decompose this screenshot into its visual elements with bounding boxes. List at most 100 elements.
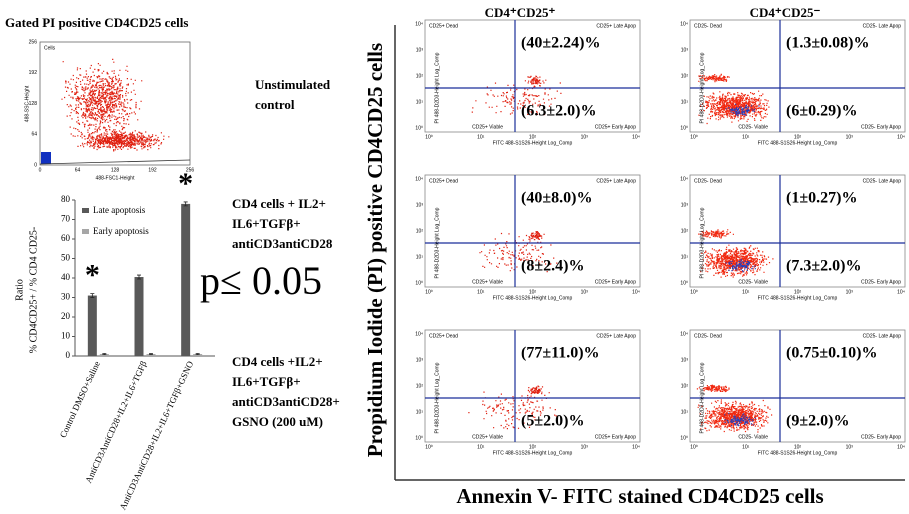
- gate-x-tick: 128: [111, 167, 120, 173]
- condition-label: GSNO (200 uM): [232, 414, 323, 429]
- flow-y-tick: 10³: [681, 47, 689, 53]
- flow-events: [528, 231, 545, 241]
- flow-y-tick: 10¹: [416, 254, 424, 260]
- flow-x-tick: 10³: [846, 134, 854, 140]
- significance-star: *: [85, 258, 100, 291]
- quadrant-label: CD25+ Early Apop: [595, 279, 636, 285]
- error-bar: [183, 201, 188, 207]
- flow-y-tick: 10⁰: [680, 280, 688, 286]
- y-tick-label: 40: [61, 272, 71, 282]
- error-bar: [90, 293, 95, 298]
- flow-y-tick: 10¹: [416, 409, 424, 415]
- gate-y-tick: 192: [29, 70, 38, 76]
- p-value: p≤ 0.05: [200, 258, 322, 303]
- column-header: CD4⁺CD25⁺: [485, 5, 556, 20]
- flow-events: [725, 258, 756, 273]
- flow-x-tick: 10⁴: [632, 289, 640, 295]
- flow-y-axis-label: PI 488-D2D3-Height Log_Comp: [434, 207, 440, 278]
- quadrant-label: CD25+ Dead: [429, 178, 458, 184]
- quadrant-label: CD25- Early Apop: [861, 124, 901, 130]
- flow-y-tick: 10²: [416, 383, 424, 389]
- flow-plot-frame: [424, 329, 641, 443]
- flow-events: [468, 385, 557, 430]
- flow-plot-frame: [424, 19, 641, 133]
- quadrant-label: CD25+ Early Apop: [595, 124, 636, 130]
- flow-x-tick: 10⁰: [425, 444, 433, 450]
- flow-y-tick: 10⁰: [415, 280, 423, 286]
- flow-x-axis-label: FITC 488-S1S26-Height Log_Comp: [493, 140, 573, 146]
- quadrant-label: CD25- Late Apop: [863, 23, 902, 29]
- condition-label: CD4 cells + IL2+: [232, 196, 326, 211]
- flow-y-tick: 10⁰: [415, 125, 423, 131]
- upper-percent: (1.3±0.08)%: [786, 35, 869, 52]
- flow-x-tick: 10⁴: [632, 444, 640, 450]
- flow-y-tick: 10³: [681, 357, 689, 363]
- condition-label: CD4 cells +IL2+: [232, 354, 323, 369]
- flow-x-tick: 10⁴: [897, 444, 905, 450]
- flow-x-tick: 10¹: [742, 444, 750, 450]
- flow-events: [698, 73, 730, 83]
- gate-line: [39, 159, 191, 165]
- gate-y-label: 488-SSC-Height: [24, 85, 30, 122]
- flow-y-tick: 10³: [681, 202, 689, 208]
- flow-y-tick: 10⁰: [680, 435, 688, 441]
- flow-y-tick: 10²: [416, 228, 424, 234]
- y-tick-label: 10: [61, 331, 71, 341]
- condition-label: control: [255, 97, 295, 112]
- error-bar: [102, 353, 107, 356]
- flow-x-axis-label: FITC 488-S1S26-Height Log_Comp: [758, 140, 838, 146]
- flow-x-tick: 10²: [794, 289, 802, 295]
- legend-label: Late apoptosis: [93, 205, 146, 215]
- flow-y-axis-label: PI 488-D2D3-Height Log_Comp: [699, 52, 705, 123]
- flow-y-tick: 10¹: [416, 99, 424, 105]
- gate-y-tick: 128: [29, 101, 38, 107]
- flow-y-tick: 10⁴: [680, 176, 688, 182]
- flow-plot-frame: [689, 19, 906, 133]
- lower-percent: (8±2.4)%: [521, 258, 584, 275]
- flow-events: [725, 103, 760, 117]
- quadrant-label: CD25+ Early Apop: [595, 434, 636, 440]
- flow-y-tick: 10³: [416, 47, 424, 53]
- flow-x-axis-label: FITC 488-S1S26-Height Log_Comp: [493, 450, 573, 456]
- flow-y-axis-label: PI 488-D2D3-Height Log_Comp: [699, 362, 705, 433]
- y-tick-label: 20: [61, 311, 71, 321]
- flow-x-tick: 10³: [581, 444, 589, 450]
- flow-y-tick: 10⁰: [680, 125, 688, 131]
- quadrant-label: CD25+ Late Apop: [596, 178, 636, 184]
- lower-percent: (6.3±2.0)%: [521, 103, 596, 120]
- upper-percent: (77±11.0)%: [521, 345, 600, 362]
- flow-x-tick: 10²: [794, 134, 802, 140]
- flow-x-tick: 10¹: [742, 289, 750, 295]
- x-tick-label: Control DMSO+Saline: [58, 359, 102, 439]
- flow-x-tick: 10⁴: [897, 134, 905, 140]
- flow-y-tick: 10²: [681, 228, 689, 234]
- flow-y-tick: 10¹: [681, 99, 689, 105]
- flow-x-tick: 10³: [846, 289, 854, 295]
- gate-y-tick: 64: [31, 132, 37, 138]
- quadrant-label: CD25+ Viable: [472, 124, 503, 130]
- upper-percent: (1±0.27)%: [786, 190, 857, 207]
- flow-y-tick: 10⁴: [415, 331, 423, 337]
- gate-y-tick: 256: [29, 39, 38, 45]
- flow-y-tick: 10²: [681, 383, 689, 389]
- lower-percent: (7.3±2.0)%: [786, 258, 861, 275]
- error-bar: [137, 274, 141, 280]
- lower-percent: (9±2.0)%: [786, 413, 849, 430]
- quadrant-label: CD25+ Late Apop: [596, 23, 636, 29]
- flow-x-axis-label: FITC 488-S1S26-Height Log_Comp: [493, 295, 573, 301]
- quadrant-label: CD25- Dead: [694, 178, 722, 184]
- gate-x-tick: 0: [39, 167, 42, 173]
- flow-x-tick: 10²: [794, 444, 802, 450]
- flow-y-tick: 10⁴: [680, 21, 688, 27]
- upper-percent: (40±8.0)%: [521, 190, 592, 207]
- quadrant-label: CD25- Viable: [738, 279, 768, 285]
- figure-title: Gated PI positive CD4CD25 cells: [5, 15, 188, 30]
- gate-events: [70, 128, 170, 152]
- flow-x-tick: 10²: [529, 444, 537, 450]
- flow-x-title: Annexin V- FITC stained CD4CD25 cells: [456, 484, 823, 508]
- flow-y-tick: 10⁰: [415, 435, 423, 441]
- y-tick-label: 0: [66, 350, 71, 360]
- gate-debris: [41, 152, 51, 164]
- flow-x-tick: 10⁰: [425, 289, 433, 295]
